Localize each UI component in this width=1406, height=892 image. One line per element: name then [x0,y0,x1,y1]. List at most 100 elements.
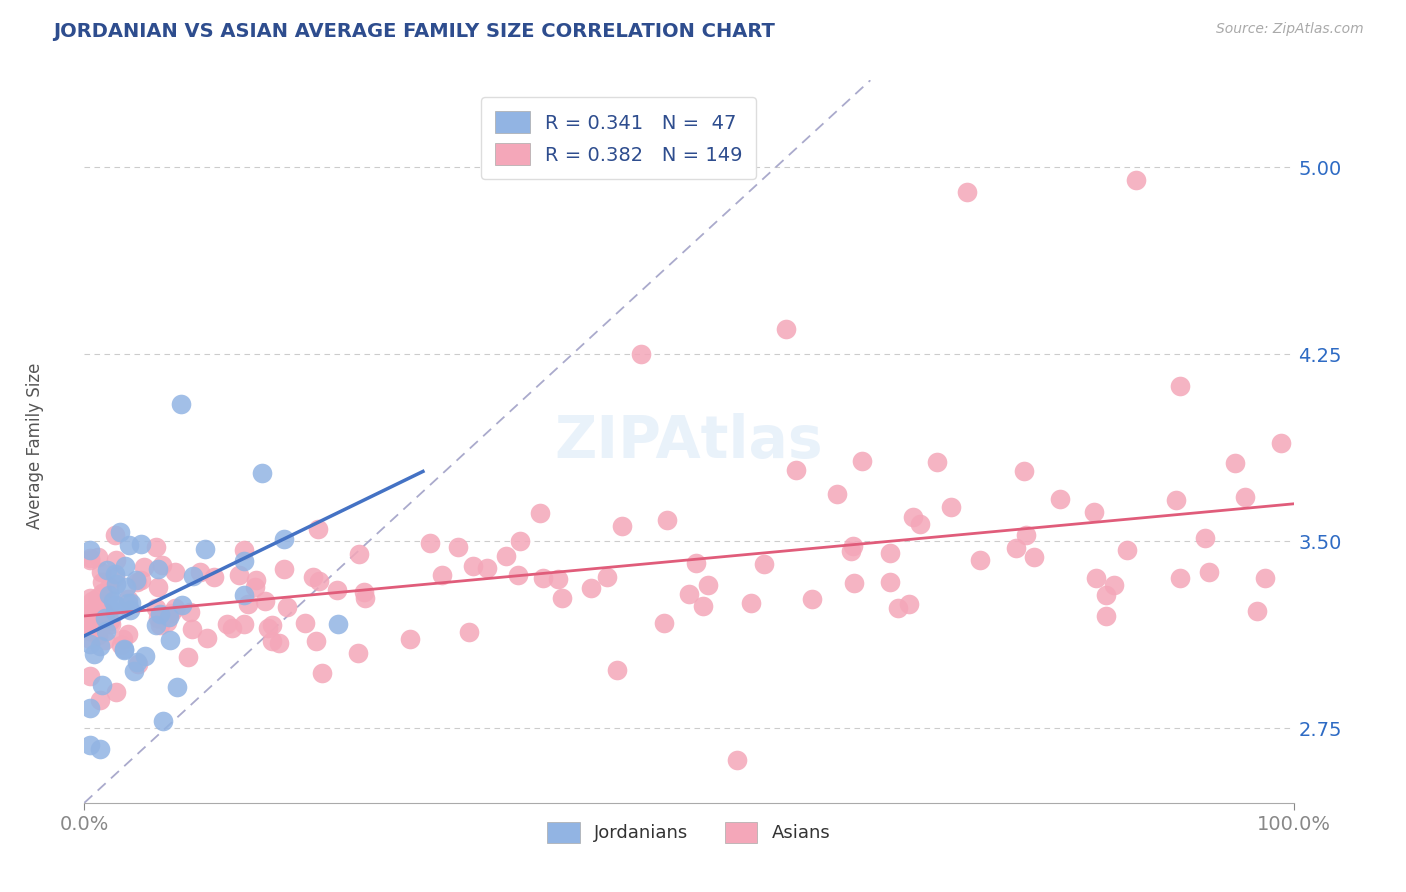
Point [908,516,931,531]
Text: Source: ZipAtlas.com: Source: ZipAtlas.com [1216,22,1364,37]
Point [697,578,720,592]
Point [105,553,128,567]
Point [86,591,108,605]
Point [104,685,127,699]
Point [91,586,114,600]
Point [104,567,127,582]
Point [879,574,901,589]
Point [302,570,325,584]
Point [969,553,991,567]
Point [156,615,179,629]
Point [956,186,979,200]
Text: ZIPAtlas: ZIPAtlas [554,413,824,470]
Point [353,585,375,599]
Point [79,591,101,605]
Point [273,533,295,547]
Point [610,519,633,533]
Point [897,597,920,611]
Point [90,566,112,580]
Point [79,637,101,651]
Point [79,624,101,638]
Point [1104,578,1126,592]
Point [740,597,762,611]
Point [89,692,111,706]
Point [419,536,441,550]
Point [114,642,136,657]
Point [157,610,180,624]
Legend: Jordanians, Asians: Jordanians, Asians [538,813,839,852]
Point [1233,490,1256,504]
Point [652,615,675,630]
Point [1194,532,1216,546]
Point [94,632,117,647]
Point [879,546,901,560]
Point [98,615,121,629]
Point [159,633,181,648]
Point [145,618,167,632]
Point [1085,571,1108,585]
Point [346,647,368,661]
Point [475,561,498,575]
Point [94,624,117,638]
Point [775,322,797,336]
Point [125,575,148,590]
Point [1022,550,1045,565]
Point [79,668,101,682]
Point [606,663,628,677]
Point [447,540,470,554]
Point [104,605,127,619]
Point [105,577,128,591]
Point [529,506,551,520]
Point [1198,565,1220,579]
Point [96,563,118,577]
Point [170,598,193,612]
Point [125,573,148,587]
Point [108,525,131,540]
Point [97,580,120,594]
Point [232,542,254,557]
Point [925,454,948,468]
Point [152,714,174,728]
Point [245,574,267,588]
Point [232,617,254,632]
Point [579,581,602,595]
Point [551,591,574,606]
Point [399,632,422,647]
Point [308,574,330,588]
Point [79,543,101,558]
Point [80,594,103,608]
Point [252,466,274,480]
Point [630,347,652,361]
Point [79,552,101,566]
Point [100,616,122,631]
Point [98,588,121,602]
Point [825,486,848,500]
Point [842,539,865,553]
Point [1083,505,1105,519]
Point [901,510,924,524]
Point [94,611,117,625]
Point [104,528,127,542]
Point [463,559,485,574]
Point [1125,173,1147,187]
Point [83,647,105,661]
Point [146,611,169,625]
Point [91,575,114,590]
Point [79,551,101,566]
Point [233,554,256,568]
Point [430,567,453,582]
Point [294,615,316,630]
Point [1095,609,1118,624]
Point [305,634,328,648]
Point [79,632,101,646]
Point [150,558,173,573]
Point [887,600,910,615]
Point [939,500,962,514]
Point [752,557,775,571]
Point [188,565,211,579]
Point [127,655,149,669]
Point [165,601,187,615]
Point [1270,435,1292,450]
Point [256,621,278,635]
Point [851,454,873,468]
